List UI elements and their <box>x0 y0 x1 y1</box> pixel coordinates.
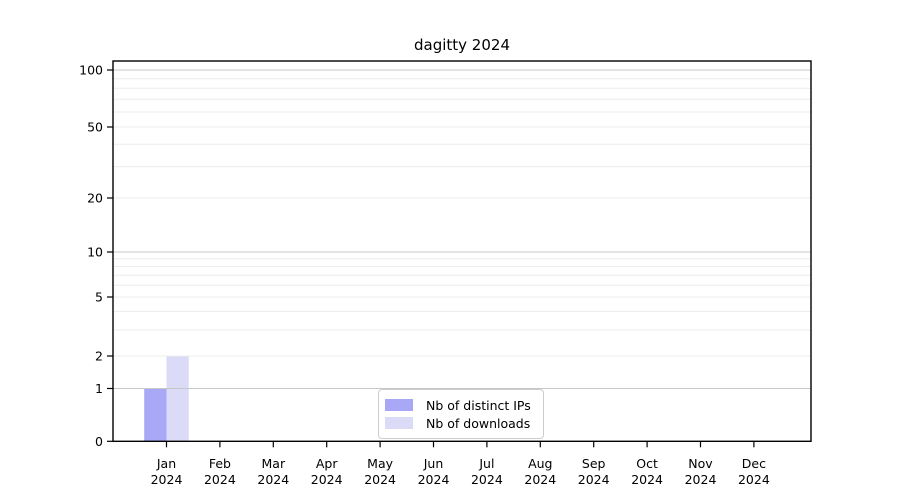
legend-item-downloads: Nb of downloads <box>385 415 535 432</box>
bar-jan-downloads <box>166 356 189 442</box>
legend-swatch-distinct-ips <box>385 399 413 411</box>
x-tick-label-month: Mar <box>262 456 286 471</box>
x-tick-label-month: Dec <box>742 456 766 471</box>
y-tick-label: 20 <box>87 191 103 206</box>
x-tick-label-year: 2024 <box>364 472 396 487</box>
x-tick-label-year: 2024 <box>311 472 343 487</box>
x-tick-label-year: 2024 <box>631 472 663 487</box>
legend-label-downloads: Nb of downloads <box>426 415 531 431</box>
legend-item-distinct-ips: Nb of distinct IPs <box>385 397 535 414</box>
bars <box>144 356 189 442</box>
y-tick-label: 50 <box>87 120 103 135</box>
x-tick-label-month: Aug <box>528 456 552 471</box>
x-tick-label-year: 2024 <box>204 472 236 487</box>
x-tick-label-year: 2024 <box>471 472 503 487</box>
y-tick-label: 0 <box>95 434 103 449</box>
x-tick-label-year: 2024 <box>738 472 770 487</box>
x-tick-label-month: Oct <box>636 456 658 471</box>
y-tick-label: 10 <box>87 245 103 260</box>
bar-jan-distinct-ips <box>144 388 167 442</box>
x-tick-label-month: Feb <box>209 456 231 471</box>
legend: Nb of distinct IPs Nb of downloads <box>378 389 544 439</box>
x-tick-label-month: Sep <box>582 456 606 471</box>
x-tick-label-year: 2024 <box>257 472 289 487</box>
x-tick-label-month: Nov <box>688 456 713 471</box>
y-tick-label: 1 <box>95 381 103 396</box>
legend-swatch-downloads <box>385 417 413 429</box>
plot-border <box>112 60 812 442</box>
x-tick-label-year: 2024 <box>685 472 717 487</box>
x-tick-label-month: Jun <box>423 456 444 471</box>
x-tick-label-year: 2024 <box>151 472 183 487</box>
x-tick-label-month: Apr <box>316 456 338 471</box>
y-tick-label: 2 <box>95 349 103 364</box>
x-tick-label-month: Jan <box>156 456 176 471</box>
chart-title: dagitty 2024 <box>414 36 510 54</box>
y-tick-label: 5 <box>95 290 103 305</box>
y-tick-label: 100 <box>79 63 103 78</box>
x-tick-label-year: 2024 <box>578 472 610 487</box>
x-tick-label-year: 2024 <box>418 472 450 487</box>
x-tick-label-month: Jul <box>478 456 494 471</box>
x-tick-label-month: May <box>367 456 393 471</box>
x-tick-label-year: 2024 <box>524 472 556 487</box>
legend-label-distinct-ips: Nb of distinct IPs <box>426 397 531 413</box>
